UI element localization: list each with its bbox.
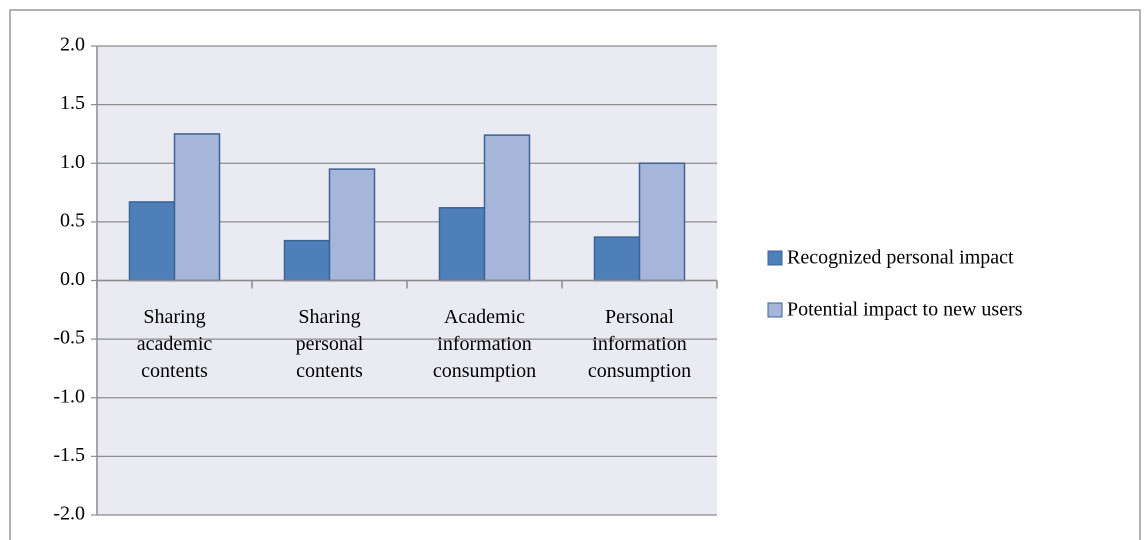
y-tick-label: -1.0 <box>53 385 85 407</box>
bar <box>438 207 486 282</box>
bar <box>283 239 331 282</box>
y-tick-label: 1.0 <box>60 151 85 173</box>
legend-swatch <box>767 302 783 318</box>
y-tick-label: 0.5 <box>60 209 85 231</box>
bar <box>483 134 531 282</box>
bar <box>593 236 641 282</box>
bar <box>638 162 686 282</box>
x-tick-label: Academic information consumption <box>432 306 537 382</box>
y-tick-label: -0.5 <box>53 327 85 349</box>
chart-border <box>9 9 1141 540</box>
x-tick-label: Sharing academic contents <box>136 306 213 382</box>
x-tick-label: Sharing personal contents <box>295 306 364 382</box>
bar <box>328 168 376 282</box>
y-tick-label: -1.5 <box>53 444 85 466</box>
x-tick-label: Personal information consumption <box>587 306 692 382</box>
legend-label: Recognized personal impact <box>787 247 1014 269</box>
y-tick-label: -2.0 <box>53 503 85 525</box>
legend-label: Potential impact to new users <box>787 299 1023 321</box>
y-tick-label: 0.0 <box>60 268 85 290</box>
y-tick-label: 2.0 <box>60 34 85 56</box>
legend-swatch <box>767 250 783 266</box>
bar <box>128 201 176 282</box>
bar <box>173 133 221 282</box>
y-tick-label: 1.5 <box>60 92 85 114</box>
